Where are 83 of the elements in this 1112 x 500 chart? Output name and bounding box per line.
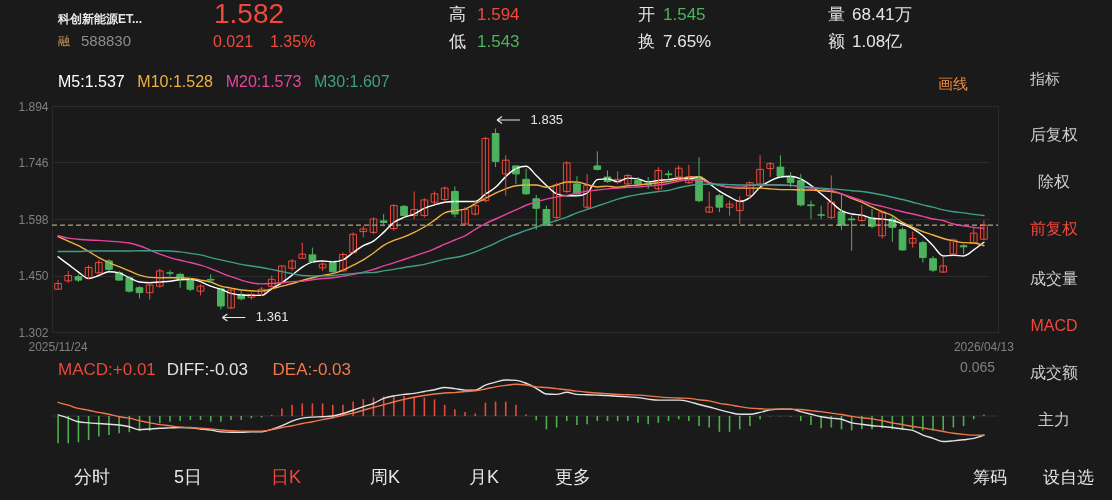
candlestick: [328, 260, 337, 274]
candlestick: [430, 191, 439, 205]
text: M5:1.537: [58, 73, 125, 90]
text: 更多: [555, 467, 591, 487]
text: 高: [449, 5, 466, 24]
text: 1.543: [477, 32, 520, 51]
text: 筹码: [973, 468, 1007, 487]
candlestick: [959, 243, 968, 255]
text: 成交量: [1030, 270, 1078, 287]
annotation: 1.361: [255, 309, 289, 325]
y-tick-label: 1.598: [18, 212, 49, 227]
candlestick: [359, 225, 368, 238]
candlestick: [939, 255, 948, 274]
candlestick: [776, 154, 785, 178]
text: 设自选: [1042, 468, 1094, 487]
text: 日K: [270, 467, 302, 487]
candlestick: [298, 242, 307, 260]
candlestick: [440, 186, 449, 203]
candlestick: [196, 283, 205, 296]
candlestick: [898, 226, 907, 252]
candlestick: [705, 191, 714, 214]
text: 分时: [74, 467, 110, 487]
text: 0.021: [213, 33, 254, 50]
candlestick: [593, 150, 602, 172]
text: 7.65%: [663, 32, 712, 51]
candlestick: [674, 165, 683, 180]
text: 成交额: [1030, 364, 1078, 381]
candlestick: [145, 282, 154, 301]
y-tick-label: 1.894: [18, 99, 49, 114]
candlestick: [74, 273, 83, 283]
y-tick-label: 1.746: [18, 156, 49, 170]
candlestick: [491, 128, 500, 168]
text: 588830: [81, 32, 132, 49]
candlestick: [206, 273, 215, 284]
text: 融: [58, 34, 70, 48]
text: MACD: [1030, 317, 1078, 334]
text: 1.582: [214, 0, 285, 29]
candlestick: [471, 200, 480, 217]
x-tick-label: 2025/11/24: [28, 340, 88, 354]
text: DIFF:-0.03: [166, 360, 248, 379]
text: 1.545: [663, 5, 706, 24]
candlestick: [908, 231, 917, 249]
text: 开: [638, 5, 655, 24]
candlestick: [94, 259, 103, 275]
text: 5日: [173, 467, 203, 487]
text: 科创新能源ET...: [57, 12, 143, 26]
text: M30:1.607: [314, 73, 390, 90]
candlestick: [379, 213, 388, 227]
text: 主力: [1038, 411, 1070, 428]
text: 后复权: [1030, 126, 1078, 143]
candlestick: [125, 275, 134, 294]
candlestick: [766, 161, 775, 178]
y-tick-label: 1.302: [18, 325, 49, 340]
text: 量: [828, 5, 845, 24]
text: 月K: [468, 467, 500, 487]
candlestick: [166, 269, 174, 278]
text: M20:1.573: [225, 73, 302, 90]
candlestick: [715, 193, 724, 213]
text: 0.065: [959, 359, 996, 375]
candlestick: [725, 200, 734, 217]
candlestick: [817, 205, 825, 220]
text: 画线: [938, 75, 968, 92]
candlestick: [807, 200, 815, 220]
text: 周K: [369, 467, 401, 487]
text: 换: [638, 32, 655, 51]
text: 68.41万: [852, 5, 912, 24]
candlestick: [135, 285, 144, 299]
candlestick: [318, 262, 327, 272]
series-label: DEA:-0.03: [272, 360, 352, 379]
text: 指标: [1029, 70, 1060, 87]
annotation: 1.835: [530, 112, 564, 128]
y-tick-label: 1.450: [18, 269, 49, 283]
text: 前复权: [1030, 220, 1078, 237]
text: 低: [449, 32, 466, 51]
text: 1.35%: [270, 33, 316, 50]
text: MACD:+0.01: [58, 360, 156, 379]
text: 1.08亿: [852, 32, 903, 51]
candlestick: [847, 215, 856, 252]
text: 除权: [1038, 173, 1070, 190]
text: 额: [828, 32, 845, 51]
text: M10:1.528: [137, 73, 214, 90]
text: 1.594: [477, 5, 520, 24]
x-tick-label: 2026/04/13: [953, 340, 1015, 354]
